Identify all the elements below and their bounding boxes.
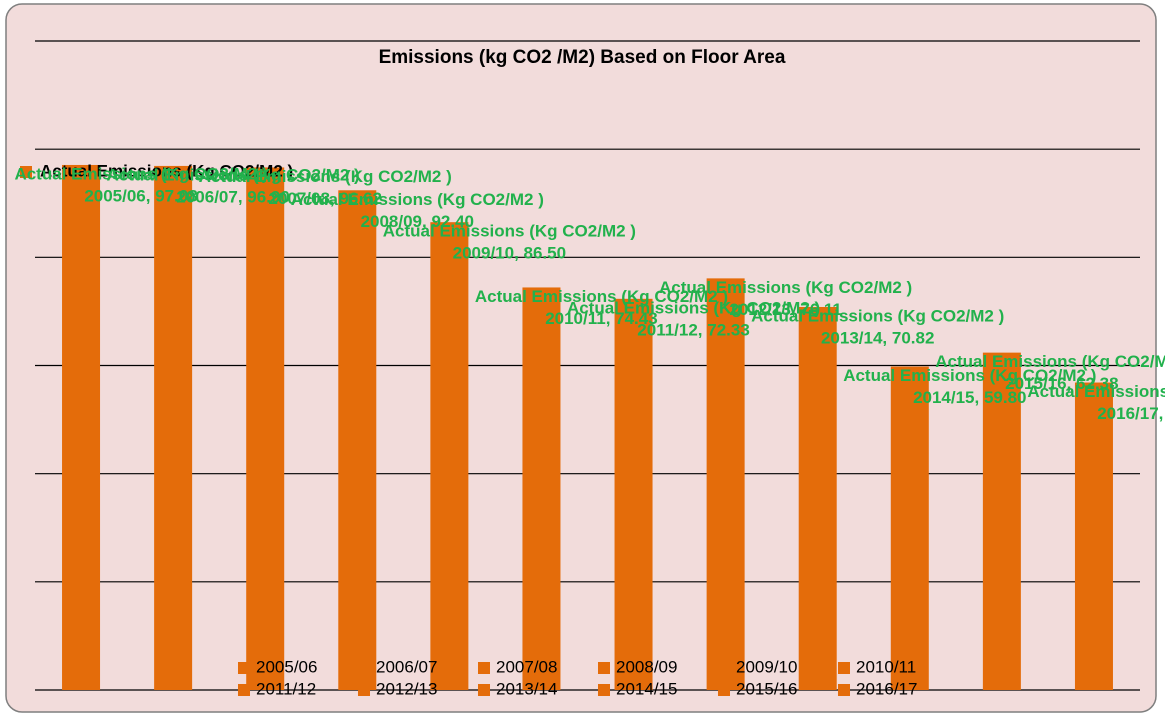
legend-swatch <box>238 684 250 696</box>
data-label-name: Actual Emissions (Kg CO2/M2 ) <box>659 278 912 297</box>
legend-swatch <box>598 684 610 696</box>
legend-label: 2005/06 <box>256 657 317 676</box>
legend-swatch <box>358 662 370 674</box>
legend-label: 2015/16 <box>736 679 797 698</box>
data-label: 2014/15, 59.80 <box>913 388 1026 407</box>
data-label: 2009/10, 86.50 <box>453 244 566 263</box>
bar <box>430 222 469 690</box>
legend-swatch <box>838 684 850 696</box>
bar <box>246 167 285 690</box>
legend-label: 2009/10 <box>736 657 797 676</box>
data-label: 2005/06, 97.08 <box>84 186 197 205</box>
data-label-name: Actual Emissions (Kg CO2/M2 ) <box>291 190 544 209</box>
legend-swatch <box>478 662 490 674</box>
data-label: 2015/16, 62.38 <box>1005 374 1118 393</box>
legend-label: 2010/11 <box>856 657 916 676</box>
legend-swatch <box>20 166 32 178</box>
legend-label: 2012/13 <box>376 679 437 698</box>
data-label-name: Actual Emissions (Kg CO2/M2 ) <box>475 287 728 306</box>
data-label: 2011/12, 72.33 <box>637 320 750 339</box>
legend-swatch <box>358 684 370 696</box>
bar <box>798 306 837 690</box>
data-label-name: Actual Emissions (Kg CO2/M2 ) <box>1027 382 1165 401</box>
bar <box>1074 382 1113 690</box>
data-label: 2007/08, 96.62 <box>268 189 381 208</box>
data-label-name: Actual Emissions (Kg CO2/M2 ) <box>935 352 1165 371</box>
data-label-name: Actual Emissions (Kg CO2/M2 ) <box>199 167 452 186</box>
bar <box>154 165 193 690</box>
bar <box>706 278 745 690</box>
legend-label: 2011/12 <box>256 679 316 698</box>
legend-label: 2008/09 <box>616 657 677 676</box>
bar <box>522 287 561 690</box>
legend-label: Actual Emissions (Kg CO2/M2 ) <box>40 161 293 180</box>
bar <box>890 366 929 690</box>
legend-swatch <box>718 662 730 674</box>
legend-swatch <box>838 662 850 674</box>
data-label-name: Actual Emissions (Kg CO2/M2 ) <box>107 165 360 184</box>
data-label-name: Actual Emissions (Kg CO2/M2 ) <box>14 164 267 183</box>
data-label: 2006/07, 96.90 <box>176 187 289 206</box>
legend-swatch <box>238 662 250 674</box>
legend-swatch <box>718 684 730 696</box>
legend-swatch <box>478 684 490 696</box>
data-label: 2008/09, 92.40 <box>361 212 474 231</box>
legend-label: 2007/08 <box>496 657 557 676</box>
data-label: 2016/17, 56.85 <box>1097 404 1165 423</box>
data-label: 2012/13, 76.11 <box>729 300 842 319</box>
legend-label: 2013/14 <box>496 679 557 698</box>
data-label-name: Actual Emissions (Kg CO2/M2 ) <box>383 222 636 241</box>
data-label: 2013/14, 70.82 <box>821 328 934 347</box>
data-label-name: Actual Emissions (Kg CO2/M2 ) <box>567 298 820 317</box>
bar <box>614 298 653 690</box>
chart-title: Emissions (kg CO2 /M2) Based on Floor Ar… <box>379 47 786 68</box>
legend-label: 2006/07 <box>376 657 437 676</box>
bar <box>982 352 1021 690</box>
legend-label: 2014/15 <box>616 679 677 698</box>
chart-background <box>5 3 1157 713</box>
data-label-name: Actual Emissions (Kg CO2/M2 ) <box>751 306 1004 325</box>
data-label-name: Actual Emissions (Kg CO2/M2 ) <box>843 366 1096 385</box>
legend-label: 2016/17 <box>856 679 917 698</box>
legend-swatch <box>598 662 610 674</box>
bar <box>338 190 377 690</box>
data-label: 2010/11, 74.43 <box>545 309 658 328</box>
bar <box>62 164 101 691</box>
